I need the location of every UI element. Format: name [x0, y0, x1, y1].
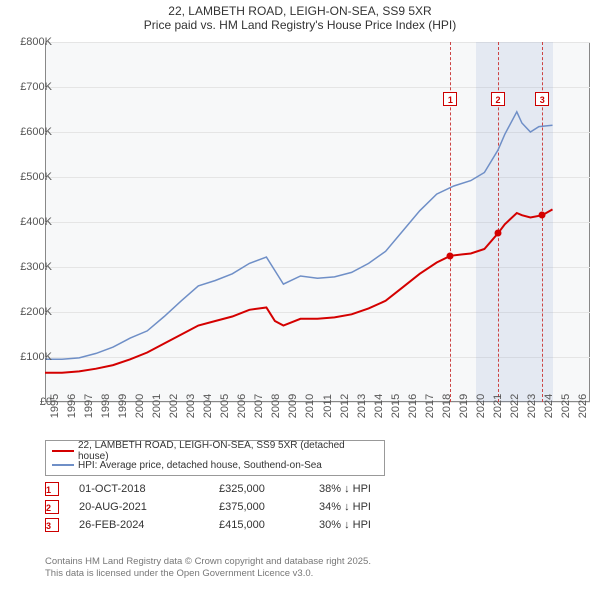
ytick-label: £600K — [12, 126, 52, 138]
event-marker-box: 3 — [45, 518, 59, 532]
xtick-label: 2006 — [236, 394, 248, 418]
ytick-label: £300K — [12, 261, 52, 273]
xtick-label: 1998 — [100, 394, 112, 418]
xtick-label: 2016 — [407, 394, 419, 418]
legend: 22, LAMBETH ROAD, LEIGH-ON-SEA, SS9 5XR … — [45, 440, 385, 476]
chart-titles: 22, LAMBETH ROAD, LEIGH-ON-SEA, SS9 5XR … — [0, 0, 600, 32]
event-date: 20-AUG-2021 — [79, 501, 219, 513]
plot-area: 1 2 3 — [45, 42, 590, 402]
event-marker-box: 1 — [45, 482, 59, 496]
xtick-label: 2011 — [322, 394, 334, 418]
series-hpi — [45, 112, 553, 359]
xtick-label: 2012 — [339, 394, 351, 418]
xtick-label: 2001 — [151, 394, 163, 418]
xtick-label: 2002 — [168, 394, 180, 418]
ytick-label: £800K — [12, 36, 52, 48]
xtick-label: 2007 — [253, 394, 265, 418]
event-dot — [539, 212, 546, 219]
event-date: 01-OCT-2018 — [79, 483, 219, 495]
ytick-label: £700K — [12, 81, 52, 93]
event-dot — [495, 230, 502, 237]
legend-item-price-paid: 22, LAMBETH ROAD, LEIGH-ON-SEA, SS9 5XR … — [52, 444, 378, 458]
line-series-svg — [45, 42, 590, 402]
xtick-label: 2015 — [390, 394, 402, 418]
xtick-label: 2024 — [543, 394, 555, 418]
event-price: £325,000 — [219, 483, 319, 495]
event-diff: 30% ↓ HPI — [319, 519, 419, 531]
xtick-label: 2010 — [304, 394, 316, 418]
footer-attribution: Contains HM Land Registry data © Crown c… — [45, 556, 590, 581]
event-marker-box-inline: 2 — [491, 92, 505, 106]
xtick-label: 2009 — [287, 394, 299, 418]
series-price_paid — [45, 209, 553, 372]
xtick-label: 2013 — [356, 394, 368, 418]
event-marker-box-inline: 3 — [535, 92, 549, 106]
legend-swatch-hpi — [52, 464, 74, 466]
xtick-label: 1996 — [66, 394, 78, 418]
xtick-label: 2005 — [219, 394, 231, 418]
xtick-label: 2000 — [134, 394, 146, 418]
xtick-label: 2025 — [560, 394, 572, 418]
xtick-label: 2008 — [270, 394, 282, 418]
xtick-label: 1999 — [117, 394, 129, 418]
xtick-label: 2014 — [373, 394, 385, 418]
legend-label-hpi: HPI: Average price, detached house, Sout… — [78, 460, 322, 471]
xtick-label: 2018 — [441, 394, 453, 418]
ytick-label: £0 — [12, 396, 52, 408]
events-table: 1 01-OCT-2018 £325,000 38% ↓ HPI 2 20-AU… — [45, 480, 590, 534]
event-marker-box: 2 — [45, 500, 59, 514]
event-date: 26-FEB-2024 — [79, 519, 219, 531]
footer-line1: Contains HM Land Registry data © Crown c… — [45, 556, 590, 568]
xtick-label: 2023 — [526, 394, 538, 418]
event-price: £375,000 — [219, 501, 319, 513]
chart-container: 22, LAMBETH ROAD, LEIGH-ON-SEA, SS9 5XR … — [0, 0, 600, 590]
event-marker-box-inline: 1 — [443, 92, 457, 106]
xtick-label: 1995 — [49, 394, 61, 418]
xtick-label: 2026 — [577, 394, 589, 418]
ytick-label: £100K — [12, 351, 52, 363]
footer-line2: This data is licensed under the Open Gov… — [45, 568, 590, 580]
event-diff: 38% ↓ HPI — [319, 483, 419, 495]
xtick-label: 2003 — [185, 394, 197, 418]
xtick-label: 2019 — [458, 394, 470, 418]
table-row: 2 20-AUG-2021 £375,000 34% ↓ HPI — [45, 498, 590, 516]
event-price: £415,000 — [219, 519, 319, 531]
ytick-label: £400K — [12, 216, 52, 228]
title-address: 22, LAMBETH ROAD, LEIGH-ON-SEA, SS9 5XR — [0, 4, 600, 18]
event-diff: 34% ↓ HPI — [319, 501, 419, 513]
table-row: 1 01-OCT-2018 £325,000 38% ↓ HPI — [45, 480, 590, 498]
xtick-label: 1997 — [83, 394, 95, 418]
ytick-label: £200K — [12, 306, 52, 318]
title-subtitle: Price paid vs. HM Land Registry's House … — [0, 18, 600, 32]
xtick-label: 2017 — [424, 394, 436, 418]
xtick-label: 2020 — [475, 394, 487, 418]
xtick-label: 2022 — [509, 394, 521, 418]
legend-swatch-price-paid — [52, 450, 74, 452]
xtick-label: 2021 — [492, 394, 504, 418]
table-row: 3 26-FEB-2024 £415,000 30% ↓ HPI — [45, 516, 590, 534]
ytick-label: £500K — [12, 171, 52, 183]
xtick-label: 2004 — [202, 394, 214, 418]
event-dot — [447, 252, 454, 259]
